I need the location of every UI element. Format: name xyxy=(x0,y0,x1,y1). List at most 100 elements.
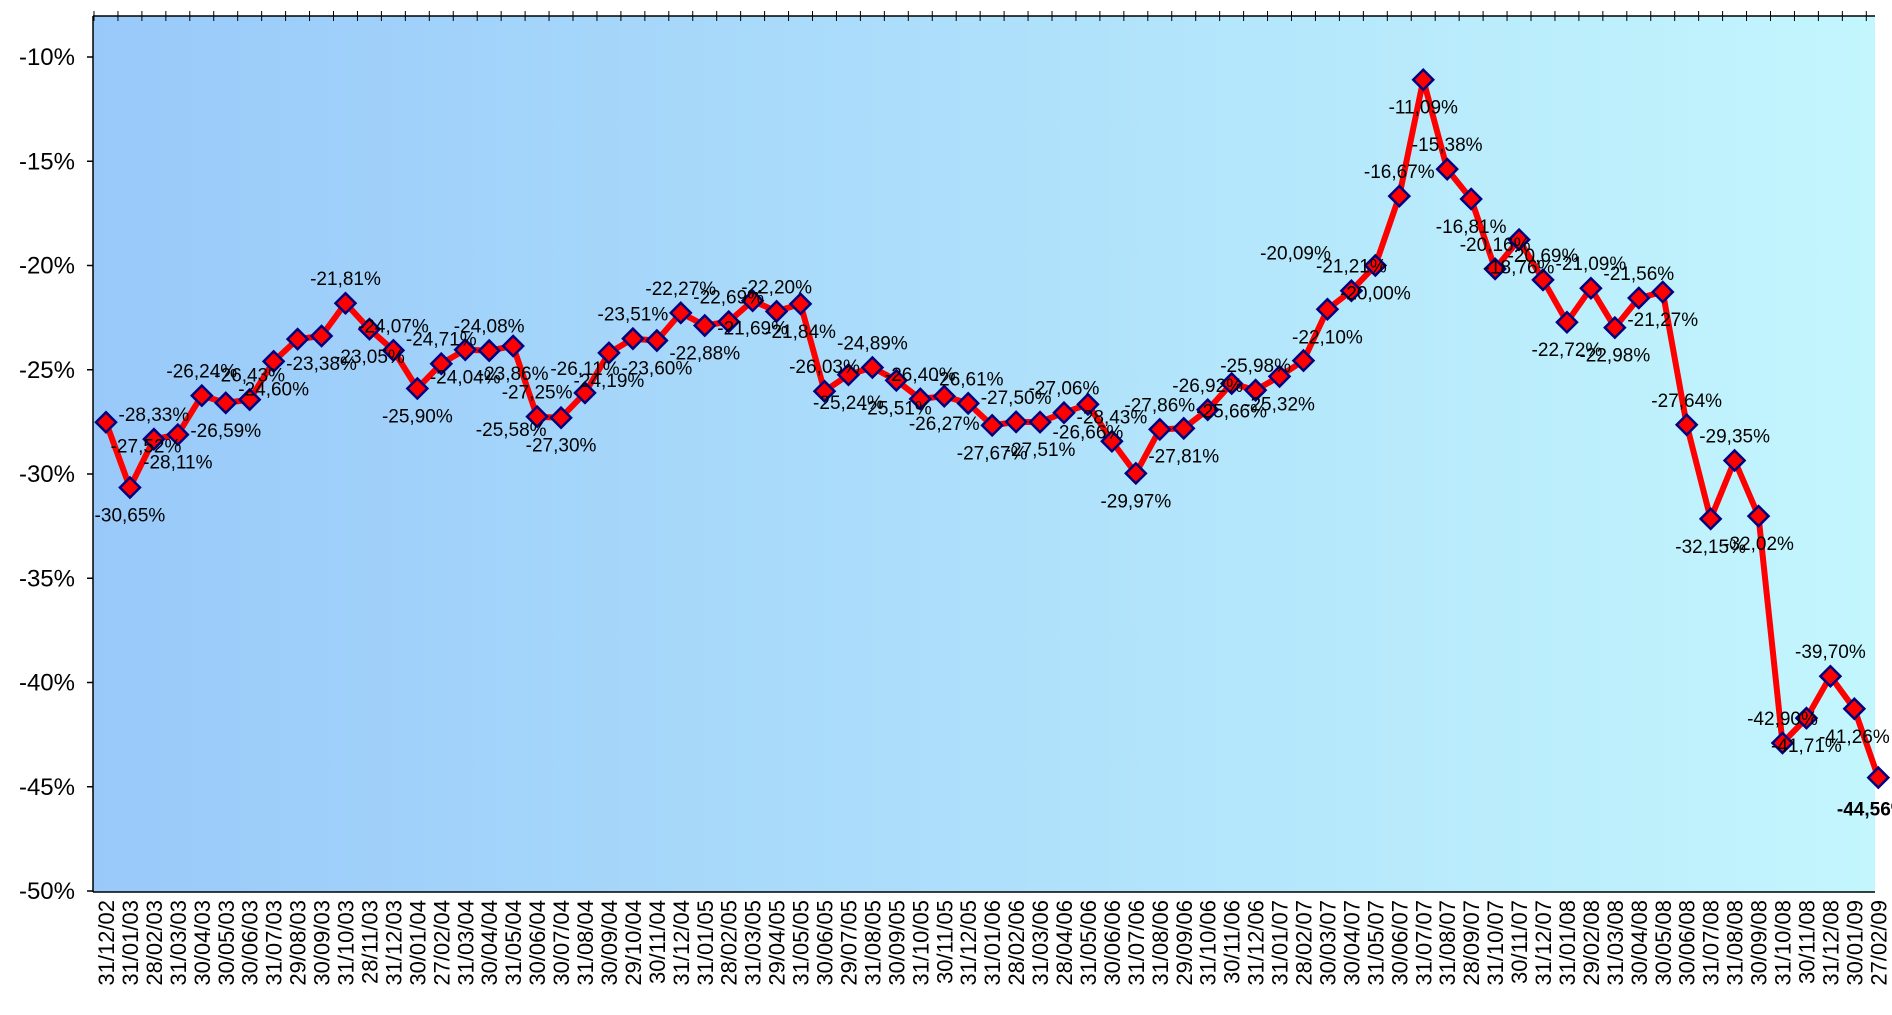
x-tick-label: 31/03/04 xyxy=(453,900,478,986)
data-point-marker xyxy=(1794,706,1819,730)
data-point-marker xyxy=(1770,731,1795,755)
data-label: -25,98% xyxy=(1220,356,1291,377)
data-label: -26,43% xyxy=(214,366,285,387)
data-label: -21,56% xyxy=(1603,264,1674,285)
x-tick-label: 31/12/03 xyxy=(381,900,406,986)
data-label: -41,71% xyxy=(1771,736,1842,757)
x-tick-label: 31/05/04 xyxy=(501,900,526,986)
data-point-marker xyxy=(812,379,837,403)
x-tick-label: 28/11/03 xyxy=(357,900,382,984)
data-point-marker xyxy=(333,291,358,316)
data-point-marker xyxy=(1698,507,1723,531)
data-label: -16,67% xyxy=(1364,162,1435,183)
data-label: -28,11% xyxy=(143,453,212,474)
x-tick-label: 31/07/08 xyxy=(1699,900,1724,986)
data-label: -25,90% xyxy=(382,407,453,428)
data-point-marker xyxy=(1627,286,1651,310)
data-point-marker xyxy=(1363,253,1388,278)
data-point-marker xyxy=(740,288,765,313)
data-label: -22,98% xyxy=(1579,346,1650,367)
y-tick-label: -15% xyxy=(19,148,75,175)
data-label: -23,60% xyxy=(621,359,692,380)
data-point-marker xyxy=(1076,392,1100,417)
data-point-marker xyxy=(573,381,597,405)
data-label: -29,97% xyxy=(1100,491,1171,512)
data-label: -22,88% xyxy=(669,344,740,365)
x-tick-label: 31/12/02 xyxy=(94,900,119,986)
data-point-marker xyxy=(429,351,454,376)
x-tick-label: 30/06/07 xyxy=(1387,900,1412,986)
data-point-marker xyxy=(1818,664,1843,689)
x-tick-label: 30/04/04 xyxy=(477,900,502,986)
data-point-marker xyxy=(381,338,406,363)
data-point-marker xyxy=(142,427,166,451)
x-tick-label: 31/08/06 xyxy=(1148,900,1173,986)
data-label: -21,84% xyxy=(765,322,836,343)
x-tick-label: 31/12/05 xyxy=(956,900,981,986)
data-label: -26,66% xyxy=(1053,422,1124,443)
x-tick-label: 30/04/07 xyxy=(1339,900,1364,986)
data-label: -26,24% xyxy=(166,362,237,383)
data-label: -25,58% xyxy=(476,420,547,441)
data-label: -23,05% xyxy=(334,347,405,368)
data-label: -27,86% xyxy=(1124,395,1195,416)
data-label: -27,64% xyxy=(1651,391,1722,412)
x-tick-label: 29/09/06 xyxy=(1172,900,1197,986)
y-tick-label: -10% xyxy=(19,44,75,71)
data-label: -16,81% xyxy=(1436,217,1507,238)
data-point-marker xyxy=(549,405,573,430)
data-label: -22,20% xyxy=(741,277,812,298)
data-label: -27,51% xyxy=(1005,440,1076,461)
data-label: -27,50% xyxy=(981,388,1052,409)
data-point-marker xyxy=(237,387,262,412)
data-point-marker xyxy=(1219,371,1244,396)
data-point-marker xyxy=(1124,461,1148,486)
data-label: -27,52% xyxy=(111,436,182,457)
x-tick-label: 30/06/05 xyxy=(813,900,838,986)
data-point-marker xyxy=(1028,410,1052,434)
data-point-marker xyxy=(1315,297,1340,322)
y-tick-label: -20% xyxy=(19,253,75,280)
data-label: -23,51% xyxy=(598,305,669,326)
data-label: -32,15% xyxy=(1675,537,1746,558)
data-point-marker xyxy=(1100,429,1124,454)
data-point-marker xyxy=(980,413,1004,438)
data-label: -32,02% xyxy=(1723,534,1794,555)
series-markers xyxy=(94,67,1891,790)
x-tick-label: 31/10/03 xyxy=(334,900,359,986)
data-point-marker xyxy=(621,326,645,351)
data-point-marker xyxy=(1435,157,1459,181)
data-label: -22,69% xyxy=(693,288,764,309)
x-tick-label: 30/04/03 xyxy=(190,900,215,986)
data-label: -41,26% xyxy=(1819,727,1890,748)
data-label: -24,60% xyxy=(238,379,309,400)
data-label: -23,38% xyxy=(286,354,357,375)
x-tick-label: 31/01/07 xyxy=(1268,900,1293,986)
data-label: -23,86% xyxy=(478,364,549,385)
x-tick-label: 31/03/06 xyxy=(1028,900,1053,986)
x-tick-label: 31/07/06 xyxy=(1124,900,1149,986)
x-tick-label: 30/11/06 xyxy=(1220,900,1245,984)
data-point-marker xyxy=(1243,378,1268,402)
data-label: -25,24% xyxy=(813,393,884,414)
x-tick-label: 27/02/04 xyxy=(429,900,454,986)
x-tick-label: 31/12/04 xyxy=(669,900,694,986)
x-tick-label: 30/06/06 xyxy=(1100,900,1125,986)
data-point-marker xyxy=(190,383,214,408)
data-label: -22,27% xyxy=(645,279,716,300)
data-label: -44,56% xyxy=(1837,800,1892,821)
x-tick-label: 30/07/04 xyxy=(549,900,574,986)
data-point-marker xyxy=(1339,278,1364,303)
data-point-marker xyxy=(1650,280,1675,304)
x-tick-label: 29/08/03 xyxy=(286,900,311,986)
x-tick-label: 30/01/04 xyxy=(405,900,430,986)
data-point-marker xyxy=(213,391,238,415)
data-point-marker xyxy=(1866,765,1891,790)
data-label: -24,08% xyxy=(454,317,525,338)
data-label: -15,38% xyxy=(1412,135,1483,156)
x-tick-label: 31/01/06 xyxy=(980,900,1005,986)
x-tick-label: 31/05/07 xyxy=(1363,900,1388,986)
data-label: -24,19% xyxy=(574,371,645,392)
data-label: -20,00% xyxy=(1340,284,1411,305)
x-tick-label: 31/08/08 xyxy=(1723,900,1748,986)
